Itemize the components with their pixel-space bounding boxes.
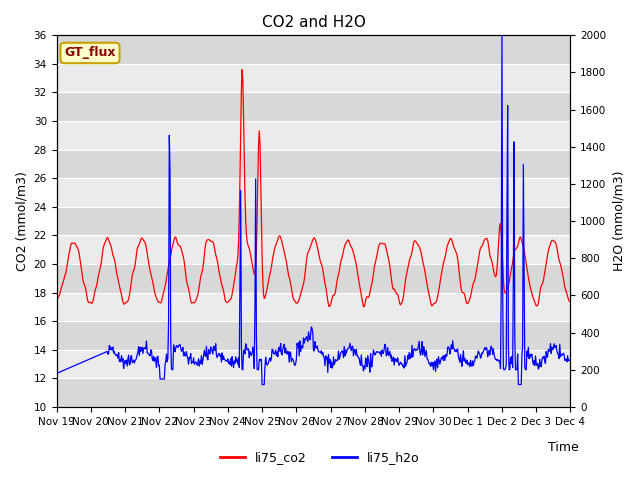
Text: Time: Time xyxy=(548,441,579,454)
Bar xyxy=(56,264,570,292)
Text: GT_flux: GT_flux xyxy=(64,47,116,60)
Bar xyxy=(56,36,570,64)
Title: CO2 and H2O: CO2 and H2O xyxy=(262,15,365,30)
Bar xyxy=(56,150,570,178)
Bar xyxy=(56,378,570,407)
Y-axis label: CO2 (mmol/m3): CO2 (mmol/m3) xyxy=(15,171,28,271)
Y-axis label: H2O (mmol/m3): H2O (mmol/m3) xyxy=(612,171,625,271)
Bar xyxy=(56,93,570,121)
Bar xyxy=(56,207,570,235)
Legend: li75_co2, li75_h2o: li75_co2, li75_h2o xyxy=(215,446,425,469)
Bar xyxy=(56,321,570,350)
